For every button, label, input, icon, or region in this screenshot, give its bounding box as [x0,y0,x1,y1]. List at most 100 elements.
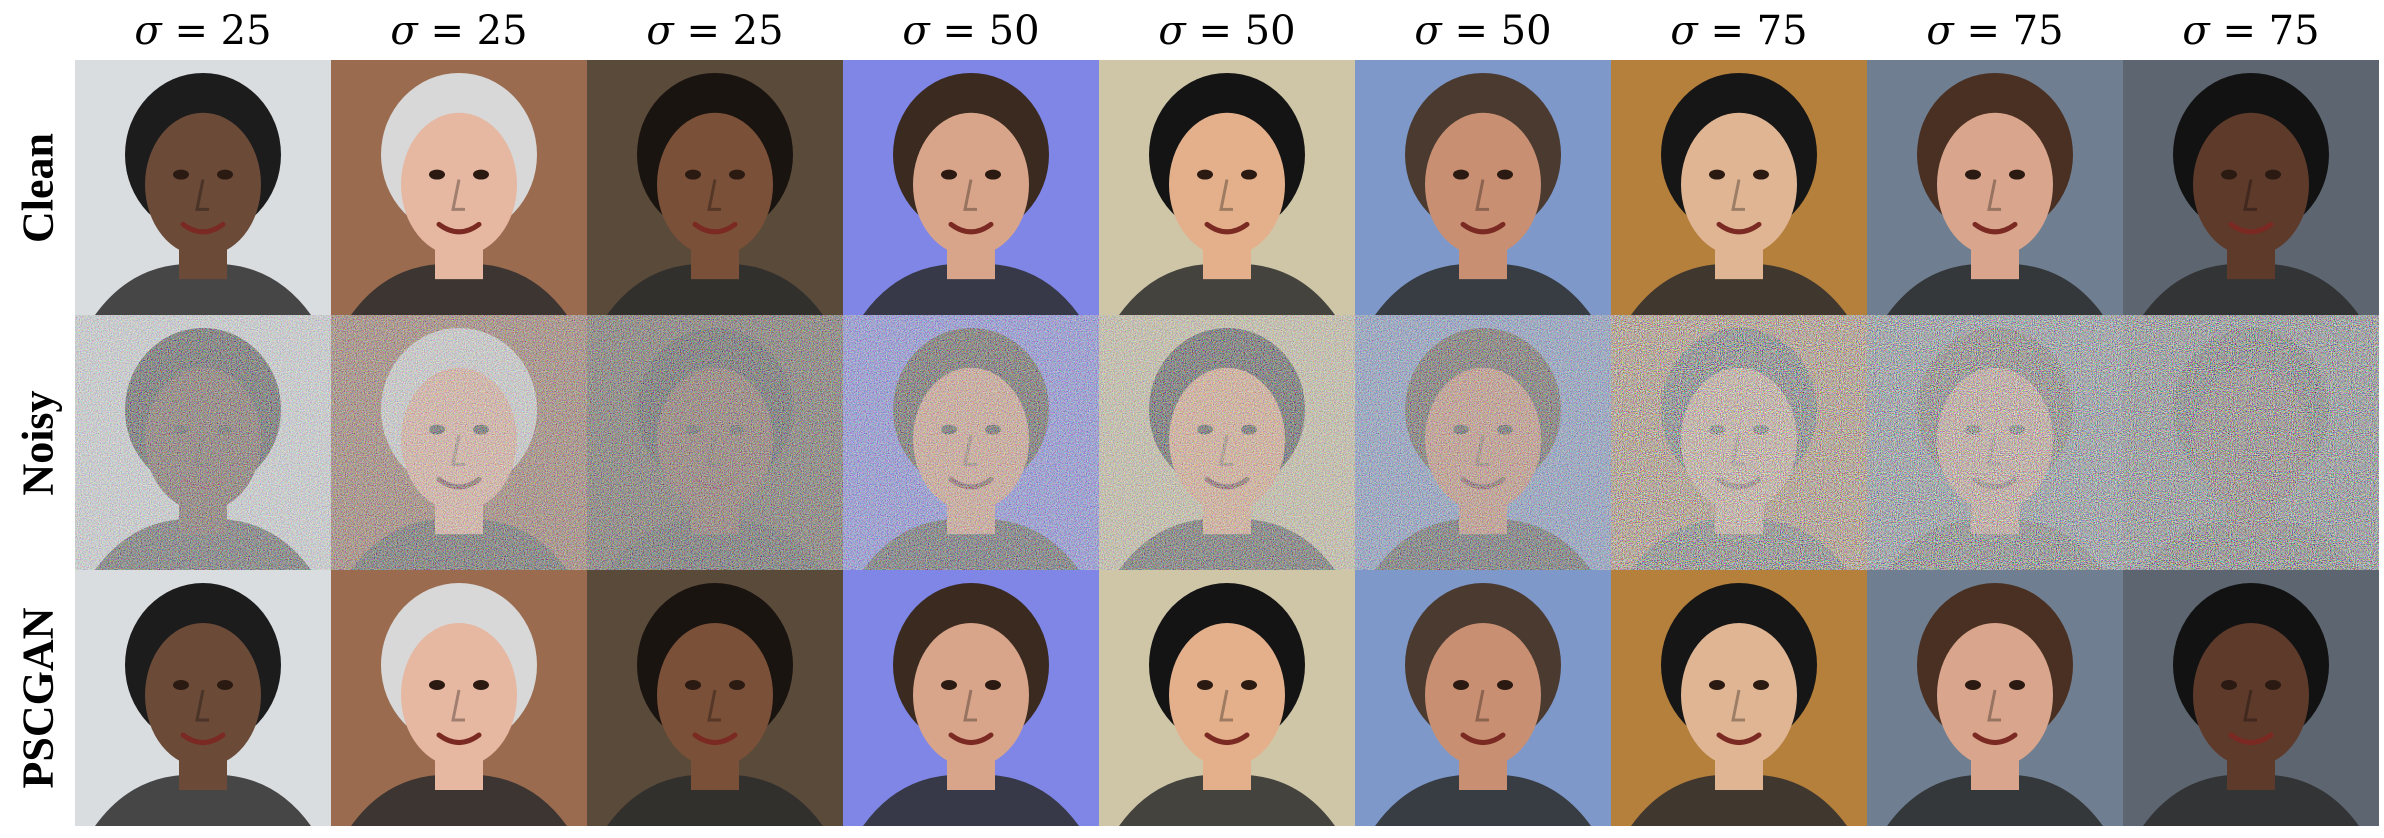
clean-face-image [843,60,1099,315]
clean-face-image [75,60,331,315]
face-thumbnail [75,570,331,826]
clean-face-image [1355,60,1611,315]
sigma-value: = 75 [2222,8,2320,54]
left-eye [173,424,189,435]
shoulders [2143,774,2359,826]
left-eye [2221,424,2237,435]
mouth [2228,732,2274,745]
face [1681,112,1797,257]
noisy-face-image [331,315,587,570]
face [1937,623,2053,767]
right-eye [2265,424,2281,435]
noisy-face-image [1611,315,1867,570]
face [1169,623,1285,767]
clean-face-image [587,60,843,315]
face [913,623,1029,767]
face-thumbnail [587,315,843,570]
mouth [436,476,482,490]
nose [195,689,209,722]
shoulders [1887,774,2103,826]
column-header-6: σ = 50 [1355,0,1611,60]
face-thumbnail [1611,570,1867,826]
sigma-value: = 50 [1454,8,1552,54]
shoulders [1887,518,2103,570]
pscgan-face-image [843,570,1099,826]
shoulders [863,263,1079,315]
face [1425,112,1541,257]
shoulders [1631,518,1847,570]
row-label-pscgan: PSCGAN [13,607,62,789]
mouth [1716,476,1762,490]
column-header-1: σ = 25 [75,0,331,60]
left-eye [1965,424,1981,435]
shoulders [351,263,567,315]
right-eye [217,680,233,690]
column-header-4: σ = 50 [843,0,1099,60]
nose [195,434,209,466]
noisy-face-image [843,315,1099,570]
column-header-9: σ = 75 [2123,0,2379,60]
mouth [180,732,226,745]
left-eye [1453,169,1469,180]
mouth [180,221,226,235]
mouth [1204,732,1250,745]
left-eye [1197,680,1213,690]
clean-face-image [1099,60,1355,315]
column-header-7: σ = 75 [1611,0,1867,60]
right-eye [473,680,489,690]
face-thumbnail [1355,60,1611,315]
shoulders [95,518,311,570]
noisy-face-image [1099,315,1355,570]
mouth [180,476,226,490]
mouth [1972,221,2018,235]
sigma-value: = 25 [430,8,528,54]
clean-face-image [1611,60,1867,315]
face-thumbnail [331,570,587,826]
face-thumbnail [587,570,843,826]
left-eye [1965,169,1981,180]
sigma-symbol: σ [646,8,674,54]
sigma-symbol: σ [902,8,930,54]
mouth [436,732,482,745]
face-thumbnail [843,315,1099,570]
face [913,112,1029,257]
left-eye [173,169,189,180]
left-eye [941,169,957,180]
nose [1987,434,2001,466]
left-eye [941,680,957,690]
sigma-symbol: σ [390,8,418,54]
shoulders [607,774,823,826]
right-eye [729,680,745,690]
face [1937,112,2053,257]
nose [1219,179,1233,211]
mouth [692,732,738,745]
sigma-value: = 25 [686,8,784,54]
left-eye [1965,680,1981,690]
column-header-3: σ = 25 [587,0,843,60]
nose [1475,689,1489,722]
left-eye [1197,424,1213,435]
pscgan-face-image [331,570,587,826]
nose [1219,434,1233,466]
nose [2243,434,2257,466]
right-eye [1497,424,1513,435]
shoulders [95,774,311,826]
mouth [1460,732,1506,745]
nose [963,689,977,722]
nose [1987,689,2001,722]
mouth [948,221,994,235]
corner-spacer [0,0,75,60]
face-thumbnail [75,315,331,570]
noisy-face-image [2123,315,2379,570]
shoulders [1631,774,1847,826]
sigma-symbol: σ [1414,8,1442,54]
shoulders [607,263,823,315]
nose [707,689,721,722]
left-eye [2221,169,2237,180]
right-eye [1753,424,1769,435]
right-eye [2009,169,2025,180]
nose [1475,179,1489,211]
row-header-noisy: Noisy [0,315,75,570]
left-eye [685,680,701,690]
face-thumbnail [2123,315,2379,570]
